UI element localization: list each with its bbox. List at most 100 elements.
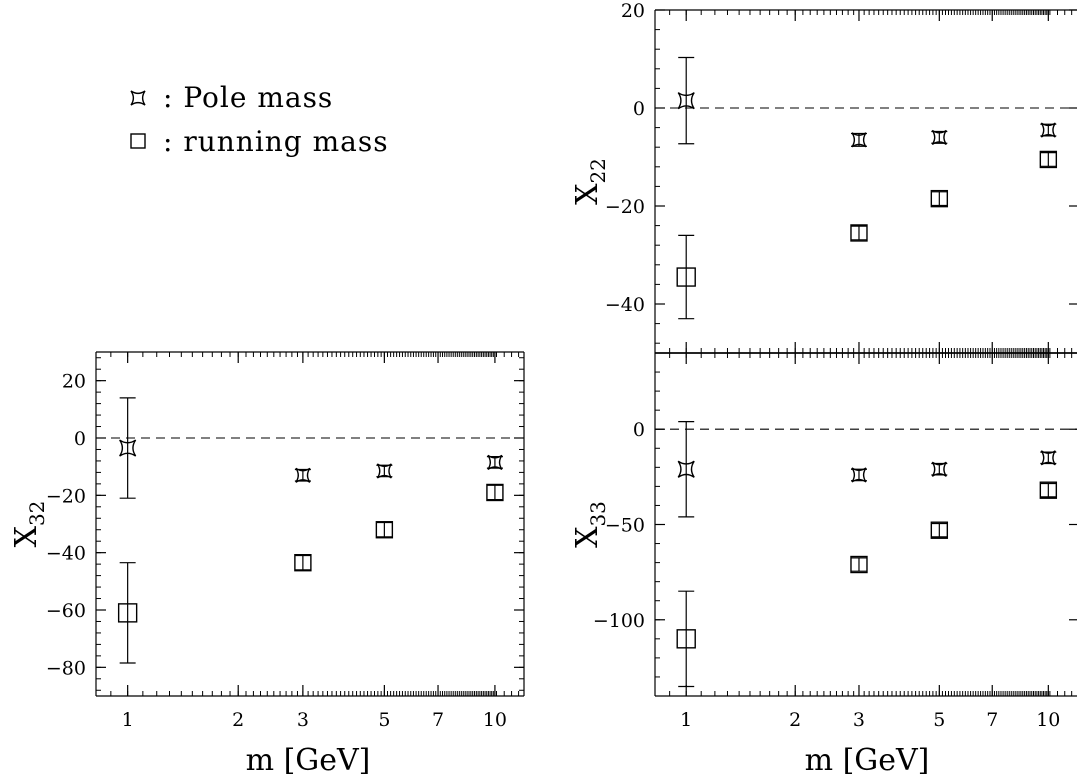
data-point-running bbox=[486, 483, 504, 502]
data-point-pole bbox=[376, 463, 393, 479]
legend-pole-glyph bbox=[130, 90, 146, 106]
y-axis-title-main: X bbox=[9, 525, 44, 547]
legend: : Pole mass : running mass bbox=[130, 81, 389, 158]
series-running bbox=[676, 481, 1058, 688]
pole-marker bbox=[931, 461, 947, 477]
x-tick-label: 2 bbox=[789, 709, 801, 731]
pole-marker bbox=[677, 92, 695, 110]
data-point-pole bbox=[850, 467, 867, 483]
data-point-running bbox=[850, 555, 868, 574]
y-tick-label: −60 bbox=[46, 600, 86, 622]
data-point-pole bbox=[931, 129, 948, 145]
y-tick-label: −40 bbox=[46, 543, 86, 565]
x-axis-title: m [GeV] bbox=[246, 743, 371, 778]
pole-marker bbox=[677, 460, 695, 478]
x-tick-label: 7 bbox=[986, 709, 998, 731]
running-marker bbox=[676, 267, 696, 287]
panel-x22: 20 0 −20 −40 X22 bbox=[570, 0, 1077, 354]
x-tick-label: 3 bbox=[297, 709, 309, 731]
running-marker bbox=[486, 483, 504, 502]
y-axis-title-sub: 32 bbox=[25, 501, 49, 526]
y-axis-title: X32 bbox=[9, 501, 49, 548]
x-tick-label: 10 bbox=[1036, 709, 1060, 731]
y-axis-title-sub: 33 bbox=[586, 501, 610, 526]
pole-marker bbox=[119, 439, 137, 457]
y-tick-label: 20 bbox=[62, 371, 86, 393]
panel-x33: 1 2 3 5 7 10 0 −50 −100 X33 m [GeV] bbox=[570, 352, 1077, 778]
data-point-pole bbox=[850, 132, 867, 148]
pole-marker bbox=[1040, 450, 1056, 466]
pole-marker bbox=[1040, 122, 1056, 138]
data-point-running bbox=[850, 224, 868, 242]
x-tick-label: 2 bbox=[232, 709, 244, 731]
y-tick-label: −50 bbox=[605, 515, 645, 537]
data-point-running bbox=[930, 521, 949, 539]
x-tick-label: 5 bbox=[378, 709, 390, 731]
y-axis-title: X33 bbox=[570, 501, 610, 548]
x-tick-label: 1 bbox=[122, 709, 134, 731]
running-marker bbox=[1039, 481, 1058, 499]
data-point-running bbox=[676, 590, 696, 688]
data-point-pole bbox=[677, 56, 695, 145]
x-tick-label: 1 bbox=[680, 709, 692, 731]
y-axis-title-sub: 22 bbox=[586, 158, 610, 183]
y-tick-label: −100 bbox=[593, 610, 645, 632]
y-axis-title-main: X bbox=[570, 526, 605, 548]
y-tick-label: −20 bbox=[605, 196, 645, 218]
running-marker bbox=[930, 189, 949, 208]
data-point-pole bbox=[486, 454, 503, 470]
running-marker bbox=[294, 554, 312, 572]
data-point-pole bbox=[677, 421, 695, 518]
y-axis-title-main: X bbox=[570, 183, 605, 205]
series-running bbox=[117, 483, 504, 664]
x-tick-label: 3 bbox=[853, 709, 865, 731]
running-marker bbox=[676, 629, 696, 649]
x-tick-label: 5 bbox=[933, 709, 945, 731]
data-point-pole bbox=[931, 461, 948, 477]
legend-running-label: : running mass bbox=[163, 125, 389, 158]
running-marker bbox=[117, 603, 138, 623]
data-point-pole bbox=[119, 397, 137, 499]
series-running bbox=[676, 150, 1058, 320]
pole-marker bbox=[931, 129, 947, 145]
data-point-running bbox=[294, 554, 312, 572]
pole-marker bbox=[851, 132, 867, 148]
data-point-running bbox=[375, 521, 394, 539]
running-marker bbox=[850, 224, 868, 242]
running-marker bbox=[930, 521, 949, 539]
data-point-pole bbox=[1040, 450, 1057, 466]
running-marker bbox=[1039, 150, 1058, 169]
data-point-running bbox=[1039, 481, 1058, 499]
y-tick-label: −80 bbox=[46, 657, 86, 679]
series-pole bbox=[677, 56, 1057, 148]
data-point-pole bbox=[294, 467, 311, 483]
data-point-running bbox=[117, 562, 138, 664]
x-tick-label: 10 bbox=[483, 709, 507, 731]
pole-marker bbox=[376, 463, 392, 479]
y-tick-label: 20 bbox=[621, 0, 645, 22]
data-point-running bbox=[930, 189, 949, 208]
running-marker bbox=[850, 555, 868, 574]
y-axis-title: X22 bbox=[570, 158, 610, 205]
legend-running-marker bbox=[130, 133, 146, 149]
legend-pole-marker bbox=[130, 90, 146, 106]
x-axis-title: m [GeV] bbox=[805, 743, 930, 778]
legend-pole-label: : Pole mass bbox=[163, 81, 333, 114]
pole-marker bbox=[295, 467, 311, 483]
data-point-running bbox=[1039, 150, 1058, 169]
panel-x32: 1 2 3 5 7 10 20 0 −20 −40 −60 −80 X32 m [GeV] bbox=[9, 351, 525, 778]
y-tick-label: −40 bbox=[605, 294, 645, 316]
y-tick-label: 0 bbox=[633, 98, 645, 120]
data-point-pole bbox=[1040, 122, 1057, 138]
y-tick-label: 0 bbox=[74, 428, 86, 450]
pole-marker bbox=[851, 467, 867, 483]
x-tick-label: 7 bbox=[432, 709, 444, 731]
running-marker bbox=[375, 521, 394, 539]
y-tick-label: −20 bbox=[46, 485, 86, 507]
series-pole bbox=[677, 421, 1057, 518]
pole-marker bbox=[487, 454, 503, 470]
data-point-running bbox=[676, 234, 696, 320]
y-tick-label: 0 bbox=[633, 419, 645, 441]
